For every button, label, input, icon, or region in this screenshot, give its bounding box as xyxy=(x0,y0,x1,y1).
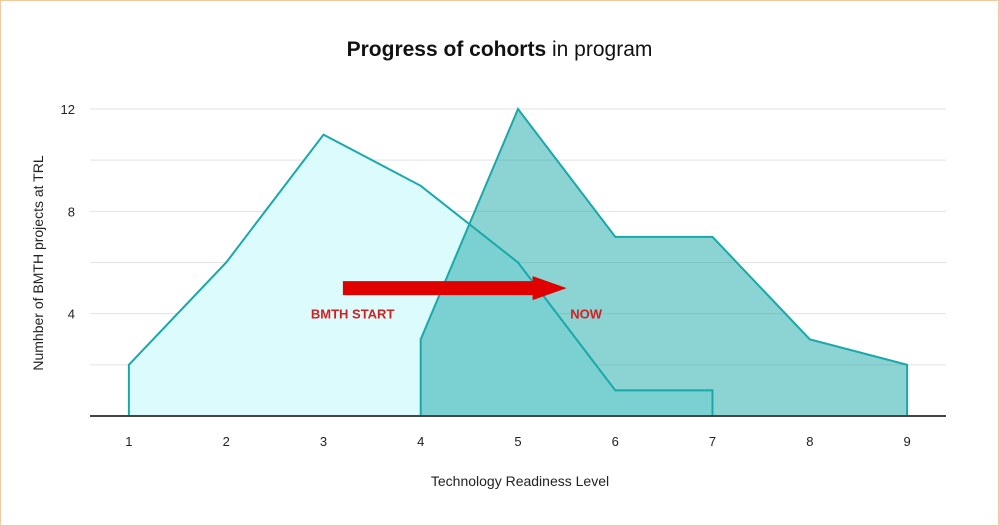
chart-title-rest: in program xyxy=(546,38,653,61)
x-tick-label-3: 3 xyxy=(320,434,327,449)
y-tick-labels: 4 8 12 xyxy=(61,102,75,322)
x-tick-label-4: 4 xyxy=(417,434,424,449)
x-tick-labels: 1 2 3 4 5 6 7 8 9 xyxy=(125,434,910,449)
annotations: BMTH START NOW xyxy=(311,307,603,322)
x-tick-label-6: 6 xyxy=(612,434,619,449)
x-axis-label: Technology Readiness Level xyxy=(430,473,610,489)
y-axis-label: Numhber of BMTH projects at TRL xyxy=(30,155,46,371)
y-tick-label-12: 12 xyxy=(61,102,75,117)
chart-title: Progress of cohorts in program xyxy=(0,38,999,62)
progress-arrow xyxy=(342,276,567,301)
x-tick-label-7: 7 xyxy=(709,434,716,449)
series-areas xyxy=(127,107,909,417)
x-tick-label-9: 9 xyxy=(903,434,910,449)
annotation-now: NOW xyxy=(570,307,603,322)
x-tick-label-8: 8 xyxy=(806,434,813,449)
x-tick-label-1: 1 xyxy=(125,434,132,449)
y-tick-label-4: 4 xyxy=(68,307,75,322)
x-tick-label-5: 5 xyxy=(514,434,521,449)
progress-arrow-layer xyxy=(342,276,567,301)
series-area-2 xyxy=(419,107,909,417)
y-tick-label-8: 8 xyxy=(68,204,75,219)
x-tick-label-2: 2 xyxy=(223,434,230,449)
chart-title-bold: Progress of cohorts xyxy=(346,38,547,61)
annotation-bmth-start: BMTH START xyxy=(311,307,395,322)
